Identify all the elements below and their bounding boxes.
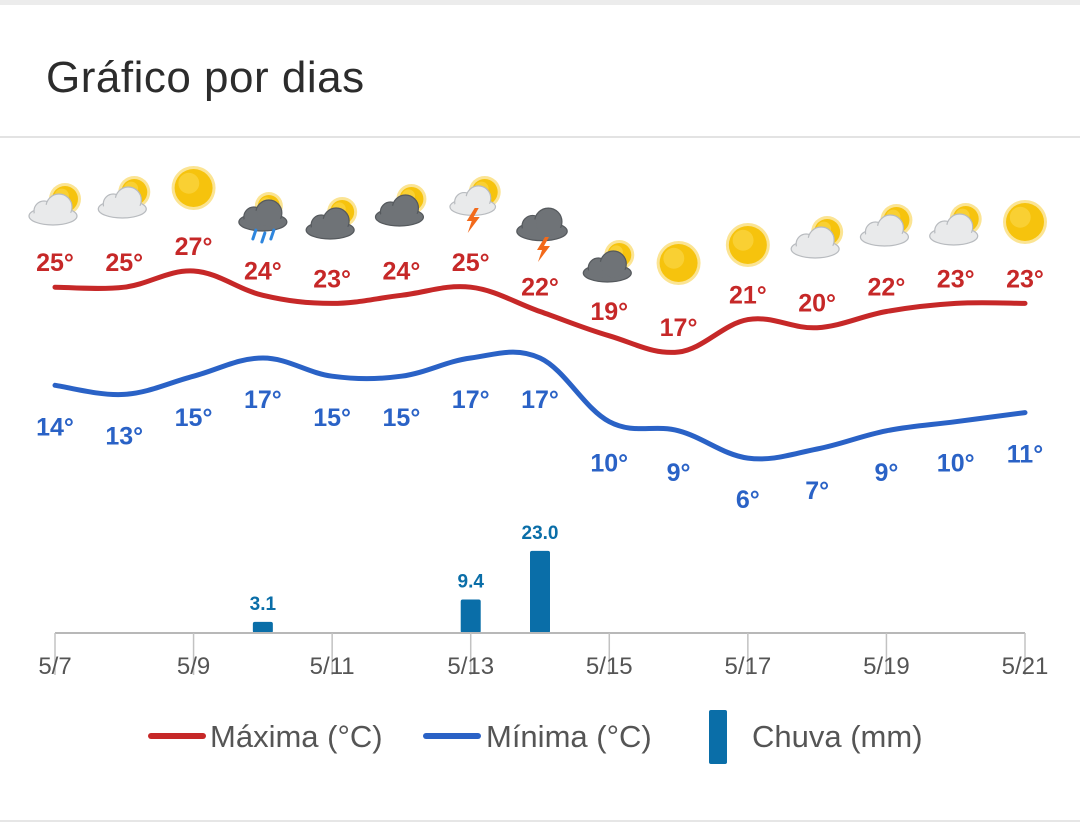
max-temp-label: 25° xyxy=(105,249,143,277)
rain-value-label: 9.4 xyxy=(458,571,485,592)
rain-value-label: 3.1 xyxy=(250,594,277,615)
max-temp-label: 23° xyxy=(313,265,351,293)
title-divider xyxy=(0,136,1080,138)
x-tick-label: 5/13 xyxy=(447,653,494,680)
rain-bar xyxy=(530,550,550,633)
min-temp-label: 10° xyxy=(590,450,628,478)
partly-cloudy-icon xyxy=(97,176,151,219)
sun-icon xyxy=(725,223,770,267)
min-temp-label: 15° xyxy=(313,404,351,432)
partly-cloudy-icon xyxy=(929,203,982,246)
legend: Máxima (°C) Mínima (°C) Chuva (mm) xyxy=(148,710,923,764)
cloudy-sun-icon xyxy=(305,197,358,240)
legend-item: Chuva (mm) xyxy=(709,710,923,764)
max-temp-label: 17° xyxy=(660,314,698,342)
max-temp-label: 27° xyxy=(175,233,213,261)
thunderstorm-icon xyxy=(516,207,568,262)
legend-item: Máxima (°C) xyxy=(148,719,383,754)
min-temp-label: 13° xyxy=(105,422,143,450)
legend-label: Máxima (°C) xyxy=(210,719,383,754)
temperature-labels-layer: 25° 25° 27° 24° 23° 24° 25° 22° 19° 17° 21° 20° 22° 2… xyxy=(36,233,1044,514)
x-tick-label: 5/9 xyxy=(177,653,210,680)
legend-label: Mínima (°C) xyxy=(486,719,652,754)
min-temp-line xyxy=(52,349,1028,462)
rain-value-label: 23.0 xyxy=(522,523,559,544)
cloudy-rain-icon xyxy=(238,192,288,244)
min-temp-label: 10° xyxy=(937,450,975,478)
min-temp-label: 17° xyxy=(244,386,282,414)
max-temp-label: 24° xyxy=(244,257,282,285)
x-tick-label: 5/11 xyxy=(310,653,355,680)
max-temp-label: 25° xyxy=(452,249,490,277)
min-temp-label: 15° xyxy=(175,404,213,432)
x-axis: 5/7 5/9 5/11 5/13 5/15 5/17 5/19 5/21 xyxy=(38,632,1049,680)
x-tick-label: 5/19 xyxy=(863,653,910,680)
max-temp-label: 22° xyxy=(521,274,559,302)
max-temp-label: 20° xyxy=(798,290,836,318)
weather-icons-layer xyxy=(28,166,1047,285)
cloudy-sun-icon xyxy=(582,240,635,283)
cloudy-sun-icon xyxy=(374,184,427,227)
rain-bars-layer: 3.1 9.4 23.0 xyxy=(250,523,559,633)
x-tick-label: 5/17 xyxy=(724,653,771,680)
max-temp-label: 23° xyxy=(1006,265,1044,293)
temperature-lines-layer xyxy=(52,268,1028,462)
card-bottom-border xyxy=(0,820,1080,822)
sun-icon xyxy=(1003,200,1047,244)
x-tick-label: 5/7 xyxy=(38,653,71,680)
max-temp-label: 19° xyxy=(590,298,628,326)
legend-swatch-bar xyxy=(709,710,727,764)
top-bar xyxy=(0,0,1080,5)
sun-icon xyxy=(171,166,216,210)
max-temp-label: 23° xyxy=(937,265,975,293)
min-temp-label: 6° xyxy=(736,486,760,514)
min-temp-label: 17° xyxy=(521,386,559,414)
rain-bar xyxy=(252,621,273,633)
sun-icon xyxy=(656,241,701,285)
partly-cloudy-icon xyxy=(790,216,844,259)
rain-bar xyxy=(460,599,481,633)
legend-label: Chuva (mm) xyxy=(752,719,923,754)
min-temp-label: 14° xyxy=(36,413,74,441)
x-tick-label: 5/15 xyxy=(586,653,633,680)
max-temp-label: 21° xyxy=(729,282,767,310)
min-temp-label: 7° xyxy=(805,477,829,505)
chart-card: Gráfico por dias xyxy=(0,5,1080,822)
max-temp-line xyxy=(52,268,1028,355)
min-temp-label: 17° xyxy=(452,386,490,414)
page-title: Gráfico por dias xyxy=(46,53,365,102)
partly-cloudy-icon xyxy=(28,183,81,226)
max-temp-label: 22° xyxy=(868,274,906,302)
x-tick-label: 5/21 xyxy=(1002,653,1049,680)
min-temp-label: 15° xyxy=(383,404,421,432)
min-temp-label: 9° xyxy=(667,459,691,487)
max-temp-label: 24° xyxy=(383,257,421,285)
sun-thunderstorm-icon xyxy=(449,176,501,233)
partly-cloudy-icon xyxy=(859,204,913,247)
min-temp-label: 9° xyxy=(874,459,898,487)
max-temp-label: 25° xyxy=(36,249,74,277)
legend-item: Mínima (°C) xyxy=(423,719,652,754)
min-temp-label: 11° xyxy=(1007,441,1043,469)
